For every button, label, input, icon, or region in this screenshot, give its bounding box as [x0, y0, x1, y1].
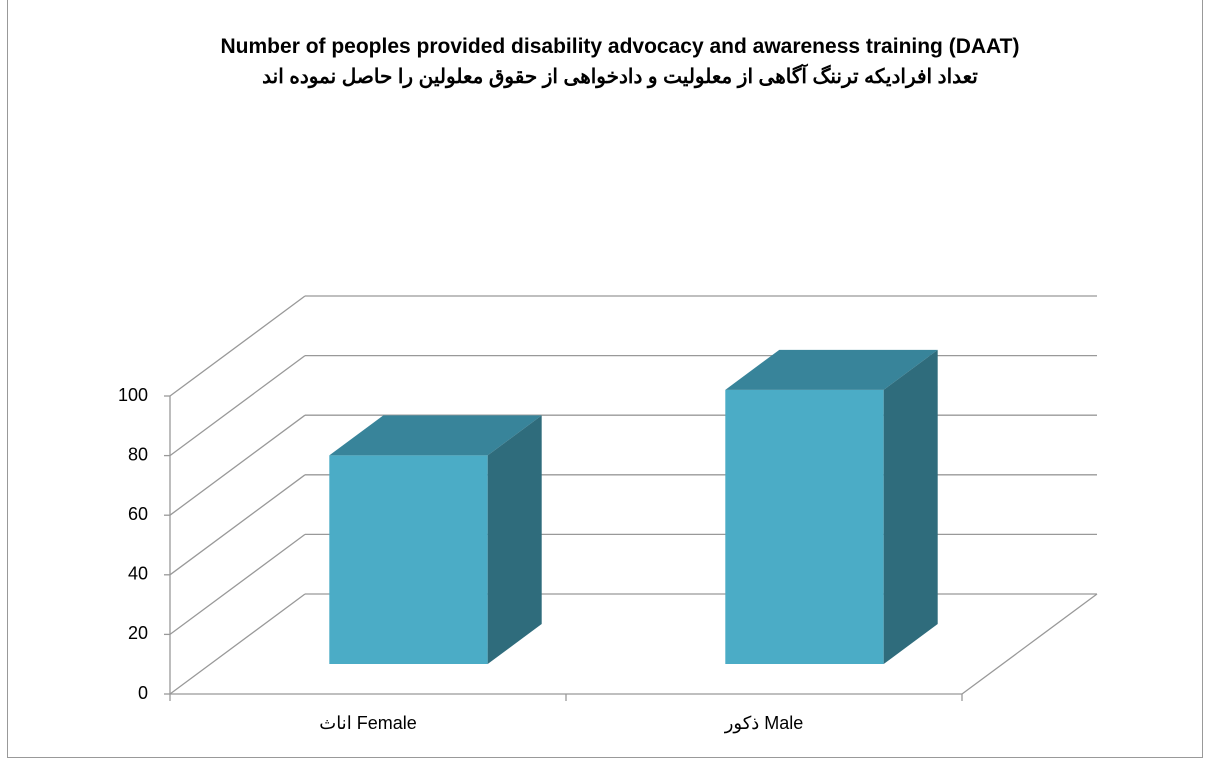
grid-line	[169, 295, 306, 397]
chart-title: Number of peoples provided disability ad…	[220, 35, 1020, 58]
x-tick-label: ذکور Male	[724, 713, 804, 734]
x-tick-label: اناث Female	[319, 713, 416, 733]
bar	[725, 389, 884, 664]
grid-line	[169, 533, 306, 635]
y-tick-label: 100	[118, 385, 148, 405]
y-tick-label: 0	[138, 683, 148, 703]
bar-top	[329, 415, 542, 456]
y-tick-label: 40	[128, 564, 148, 584]
bar-side	[883, 349, 938, 664]
titles: Number of peoples provided disability ad…	[130, 32, 1110, 92]
y-tick-label: 80	[128, 444, 148, 464]
grid-line	[169, 474, 306, 576]
chart-subtitle: تعداد افرادیکه ترننگ آگاهی از معلولیت و …	[262, 66, 978, 88]
y-tick-label: 20	[128, 623, 148, 643]
grid-line	[169, 414, 306, 516]
grid-line	[169, 593, 306, 695]
bar-side	[487, 415, 542, 664]
grid-line	[169, 355, 306, 457]
chart-frame	[7, 0, 1203, 758]
bar	[329, 455, 488, 664]
y-tick-label: 60	[128, 504, 148, 524]
bar-top	[725, 349, 938, 390]
floor-edge	[961, 593, 1098, 695]
